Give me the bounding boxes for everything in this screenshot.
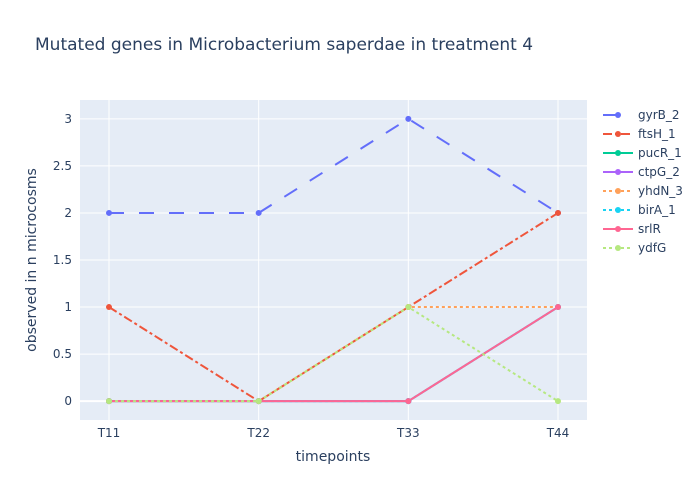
legend-label: yhdN_3 xyxy=(638,184,683,198)
data-point xyxy=(255,209,262,216)
legend-marker xyxy=(615,207,621,213)
y-tick-label: 3 xyxy=(64,112,72,126)
legend-item-birA_1[interactable]: birA_1 xyxy=(603,203,676,217)
x-tick-label: T44 xyxy=(546,426,570,440)
legend-marker xyxy=(615,112,621,118)
y-tick-label: 2.5 xyxy=(53,159,72,173)
data-point xyxy=(106,209,112,216)
data-point xyxy=(405,115,412,122)
data-point xyxy=(555,398,561,405)
legend-marker xyxy=(615,188,621,194)
x-tick-label: T33 xyxy=(396,426,420,440)
y-axis-ticks: 0 0.5 1 1.5 2 2.5 3 xyxy=(53,112,72,408)
legend[interactable]: gyrB_2 ftsH_1 pucR_1 ctpG_2 yhdN_3 birA_1 srlR… xyxy=(603,108,683,255)
data-point xyxy=(555,304,561,311)
data-point xyxy=(405,304,412,311)
data-point xyxy=(106,398,112,405)
x-axis-title: timepoints xyxy=(296,449,371,465)
series-line xyxy=(109,117,559,214)
x-axis-ticks: T11 T22 T33 T44 xyxy=(97,426,570,440)
legend-item-ctpG_2[interactable]: ctpG_2 xyxy=(603,165,680,179)
legend-item-gyrB_2[interactable]: gyrB_2 xyxy=(603,108,680,122)
legend-label: ydfG xyxy=(638,241,666,255)
series-line xyxy=(109,305,559,403)
y-axis-title: observed in n microcosms xyxy=(24,168,40,352)
data-point xyxy=(106,304,112,311)
y-tick-label: 1 xyxy=(64,300,72,314)
legend-label: gyrB_2 xyxy=(638,108,680,122)
chart-title: Mutated genes in Microbacterium saperdae… xyxy=(35,35,533,55)
legend-item-srlR[interactable]: srlR xyxy=(603,222,661,236)
legend-item-ftsH_1[interactable]: ftsH_1 xyxy=(603,127,676,141)
legend-marker xyxy=(615,169,621,175)
legend-marker xyxy=(615,245,621,251)
y-tick-label: 1.5 xyxy=(53,253,72,267)
legend-marker xyxy=(615,150,621,156)
legend-label: birA_1 xyxy=(638,203,676,217)
series-group xyxy=(106,115,561,405)
legend-label: ctpG_2 xyxy=(638,165,680,179)
y-tick-label: 0.5 xyxy=(53,347,72,361)
legend-item-ydfG[interactable]: ydfG xyxy=(603,241,666,255)
x-tick-label: T22 xyxy=(246,426,270,440)
data-point xyxy=(255,398,262,405)
legend-item-yhdN_3[interactable]: yhdN_3 xyxy=(603,184,683,198)
y-tick-label: 0 xyxy=(64,394,72,408)
series-ydfG xyxy=(106,304,561,405)
data-point xyxy=(405,398,412,405)
x-tick-label: T11 xyxy=(97,426,121,440)
legend-label: ftsH_1 xyxy=(638,127,676,141)
series-line xyxy=(108,212,559,403)
legend-label: srlR xyxy=(638,222,661,236)
legend-marker xyxy=(615,226,621,232)
data-point xyxy=(555,209,561,216)
legend-marker xyxy=(615,131,621,137)
legend-label: pucR_1 xyxy=(638,146,682,160)
y-tick-label: 2 xyxy=(64,206,72,220)
legend-item-pucR_1[interactable]: pucR_1 xyxy=(603,146,682,160)
